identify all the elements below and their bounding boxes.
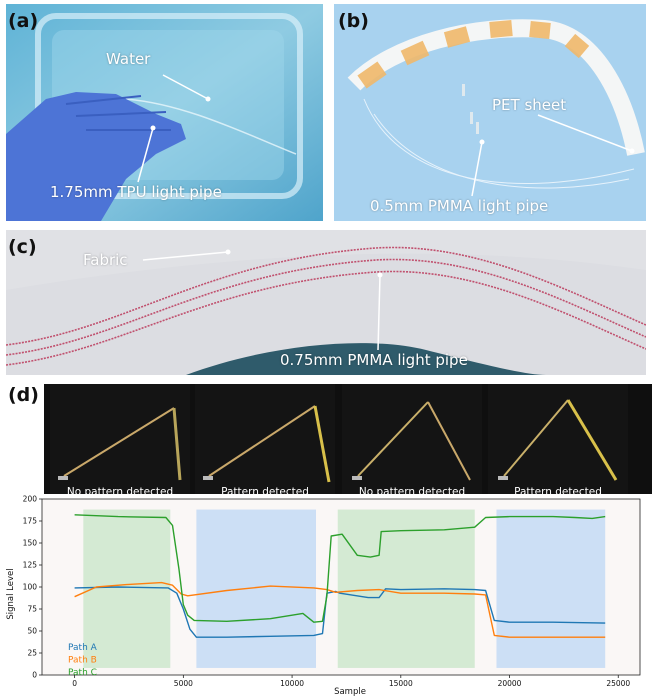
tpu-pipe-label: 1.75mm TPU light pipe [50,183,222,201]
x-axis-label: Sample [334,687,366,696]
y-tick-label: 25 [27,649,37,658]
thumbnail-1-image [50,384,190,500]
y-tick-label: 150 [23,539,38,548]
thumbnail-1: No pattern detected [50,384,190,500]
panel-c-photo [6,230,646,375]
fabric-label: Fabric [83,251,128,269]
shaded-region-1 [83,509,171,668]
y-tick-label: 0 [32,671,37,680]
shaded-regions [42,499,640,675]
panel-b-letter: (b) [338,10,369,32]
panel-c-letter: (c) [8,236,37,258]
shaded-region-4 [496,509,606,668]
series-line-path-b [74,581,606,638]
x-tick-label: 25000 [606,679,630,688]
chart-legend: Path A Path B Path C [68,643,98,678]
y-tick-label: 100 [23,583,38,592]
panel-a-letter: (a) [8,10,39,32]
signal-level-chart: 0 5000 10000 15000 20000 25000 0 25 50 75 100 125 15… [0,494,652,696]
pmma-05-pipe-label: 0.5mm PMMA light pipe [370,197,549,215]
y-tick-label: 50 [27,627,37,636]
panel-a-image [6,4,323,221]
x-tick-label: 5000 [174,679,193,688]
thumbnail-4: Pattern detected [488,384,628,500]
series-line-path-a [74,586,606,638]
pmma-075-pipe-label: 0.75mm PMMA light pipe [280,351,468,369]
y-tick-label: 200 [23,495,38,504]
y-axis-label: Signal Level [6,568,16,619]
legend-entry-path-b: Path B [68,656,97,666]
legend-entry-path-a: Path A [68,643,98,653]
panel-a-photo [6,4,323,221]
shaded-region-2 [196,509,316,668]
pet-sheet-label: PET sheet [492,96,567,114]
water-label: Water [106,50,151,68]
panel-d-letter: (d) [8,384,39,406]
y-tick-label: 75 [27,605,37,614]
panel-b-photo [334,4,646,221]
x-tick-label: 15000 [389,679,413,688]
thumbnail-2-image [195,384,335,500]
thumbnail-3-image [342,384,482,500]
y-tick-label: 125 [23,561,38,570]
x-tick-label: 10000 [280,679,304,688]
y-tick-label: 175 [23,517,38,526]
panel-b-image [334,4,646,221]
chart-lines [74,514,606,638]
series-line-path-c [74,514,606,623]
x-tick-label: 20000 [498,679,522,688]
chart-axes: 0 5000 10000 15000 20000 25000 0 25 50 75 100 125 15… [23,495,641,688]
x-tick-label: 0 [72,679,77,688]
thumbnail-4-image [488,384,628,500]
panel-c-image [6,230,646,375]
legend-entry-path-c: Path C [68,668,97,678]
